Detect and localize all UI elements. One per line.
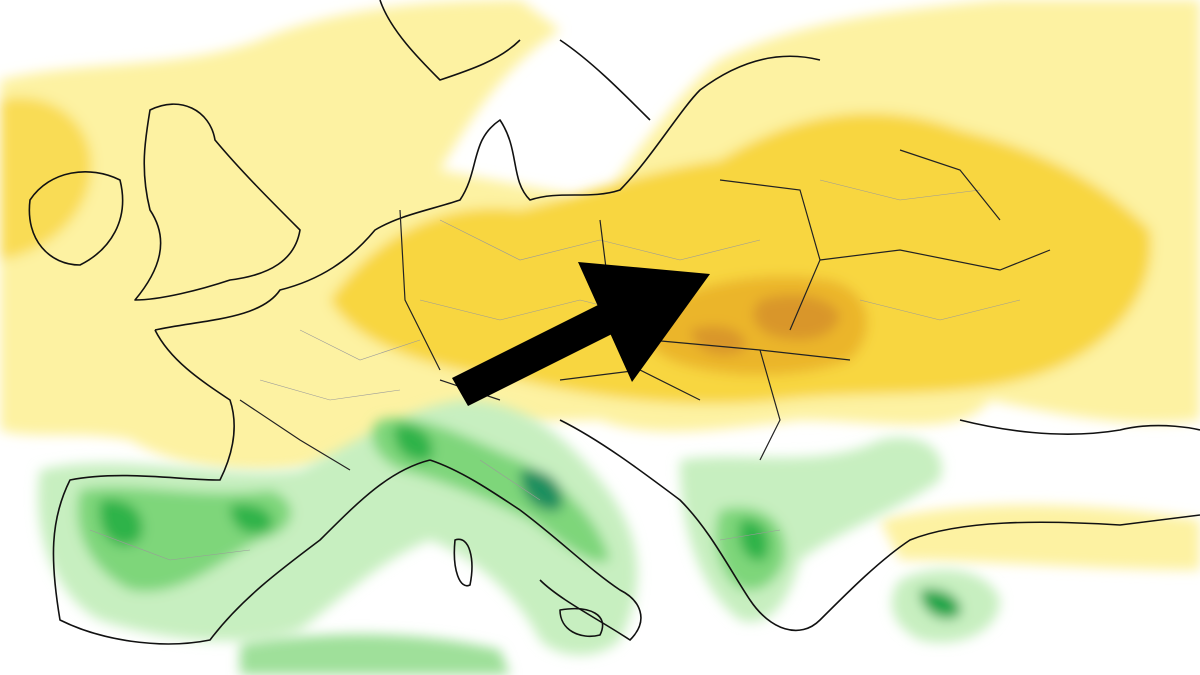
mainland-coast <box>52 55 821 645</box>
italy-coast <box>429 459 642 641</box>
admin-line <box>89 179 1021 561</box>
warm-anomaly-layer <box>0 0 1200 570</box>
wet-anomaly-layer <box>38 400 1000 675</box>
wet-high <box>99 499 143 546</box>
wet-mid <box>240 634 510 675</box>
balkan-coast <box>559 419 1200 632</box>
wet-high <box>394 424 433 461</box>
islands <box>453 538 604 637</box>
wet-high <box>739 519 769 561</box>
ireland <box>28 171 124 266</box>
admin-borders <box>89 179 1021 561</box>
wet-high <box>230 504 273 534</box>
scandinavia-coast <box>379 0 651 121</box>
warm-pale <box>880 505 1200 570</box>
coastlines <box>28 0 1200 645</box>
black-sea-coast <box>959 419 1200 435</box>
warm-mid <box>330 113 1152 404</box>
arrow-head <box>578 262 710 382</box>
warm-mid <box>0 97 92 260</box>
great-britain <box>134 103 301 301</box>
wet-peak <box>520 469 563 511</box>
arrow-shaft <box>452 298 628 406</box>
wet-peak <box>920 589 961 619</box>
arrow <box>452 262 710 406</box>
warm-peak <box>753 295 840 340</box>
